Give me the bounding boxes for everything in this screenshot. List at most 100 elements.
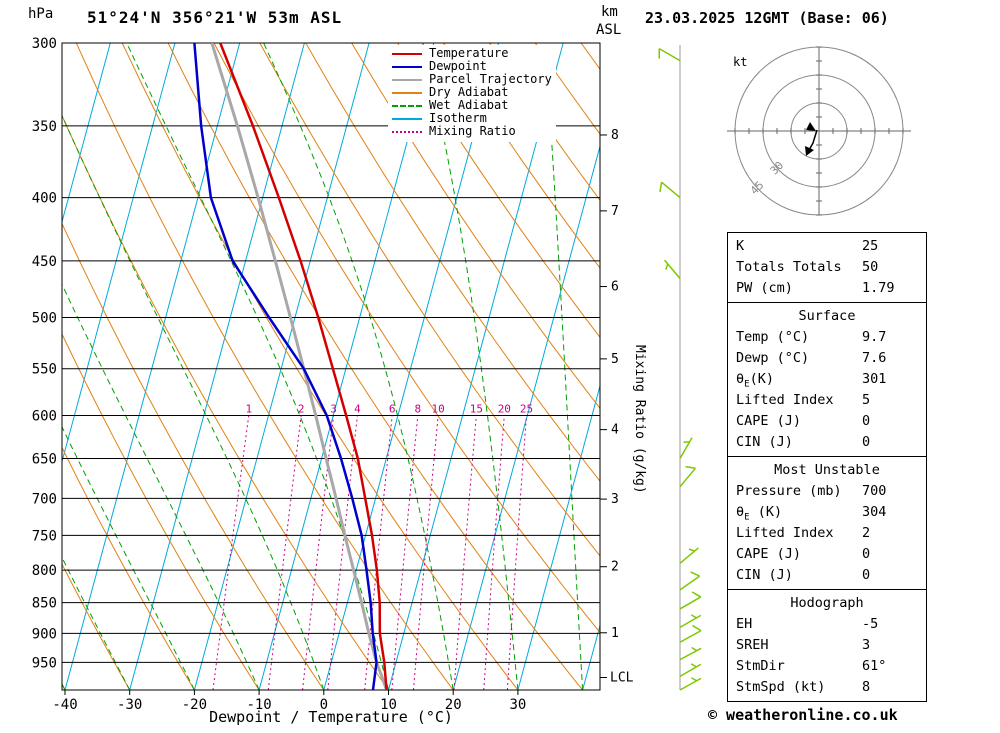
altitude-axis-unit-km: km <box>601 4 618 20</box>
svg-text:950: 950 <box>32 655 57 671</box>
svg-text:550: 550 <box>32 362 57 378</box>
legend-swatch-temperature <box>392 52 422 55</box>
stat-row: Totals Totals 50 <box>728 257 926 278</box>
svg-text:6: 6 <box>611 280 619 295</box>
svg-text:4: 4 <box>354 402 361 415</box>
stat-value: 3 <box>862 637 871 653</box>
stats-box-header: Hodograph <box>790 595 864 611</box>
stat-value: 301 <box>862 371 887 387</box>
pressure-axis-unit: hPa <box>28 6 54 22</box>
stat-row: θE(K) 301 <box>728 369 926 390</box>
isotherm-lines <box>62 43 600 690</box>
stats-box: K 25 Totals Totals 50 PW (cm) 1.79 <box>727 232 927 303</box>
stat-row: Dewp (°C) 7.6 <box>728 348 926 369</box>
stat-value: 61° <box>862 658 887 674</box>
hodograph-unit-label: kt <box>733 55 747 69</box>
mixing-ratio-axis-label: Mixing Ratio (g/kg) <box>632 345 647 494</box>
stat-label: EH <box>736 616 753 632</box>
stat-row: Pressure (mb) 700 <box>728 481 926 502</box>
svg-text:1: 1 <box>245 402 252 415</box>
stat-row: CAPE (J) 0 <box>728 544 926 565</box>
svg-text:10: 10 <box>380 697 397 713</box>
svg-text:400: 400 <box>32 191 57 207</box>
legend-label: Mixing Ratio <box>429 124 516 138</box>
legend-swatch-isotherm <box>392 117 422 120</box>
legend-label: Isotherm <box>429 111 487 125</box>
stat-label: Totals Totals <box>736 259 842 275</box>
sounding-profiles <box>193 43 388 690</box>
legend-swatch-parcel-trajectory <box>392 78 422 81</box>
stats-box-surface: Surface Temp (°C) 9.7 Dewp (°C) 7.6 θE(K) 301 L… <box>727 302 927 457</box>
wind-barb-column <box>658 45 702 691</box>
stat-value: 0 <box>862 567 871 583</box>
svg-text:-20: -20 <box>182 697 207 713</box>
stat-value: 9.7 <box>862 329 887 345</box>
stat-label: Dewp (°C) <box>736 350 810 366</box>
svg-text:700: 700 <box>32 491 57 507</box>
stat-value: 5 <box>862 392 871 408</box>
stat-value: 50 <box>862 259 879 275</box>
stat-value: 0 <box>862 434 871 450</box>
stat-row: θE (K) 304 <box>728 502 926 523</box>
legend-label: Parcel Trajectory <box>429 72 552 86</box>
legend-swatch-dry-adiabat <box>392 91 422 94</box>
mixing-ratio-lines <box>212 415 527 690</box>
svg-text:3: 3 <box>611 492 619 507</box>
stat-label: CAPE (J) <box>736 413 802 429</box>
pressure-tick-labels: 300 350 400 450 500 550 600 650 700 750 800 850 900 9… <box>32 36 57 671</box>
svg-text:5: 5 <box>611 352 619 367</box>
legend: Temperature Dewpoint Parcel Trajectory Dry … <box>388 45 556 142</box>
legend-item: Temperature <box>392 47 552 60</box>
station-title: 51°24'N 356°21'W 53m ASL <box>87 8 343 27</box>
svg-text:750: 750 <box>32 528 57 544</box>
lcl-label: LCL <box>610 670 634 685</box>
stat-row: StmDir 61° <box>728 656 926 677</box>
legend-item: Wet Adiabat <box>392 99 552 112</box>
stat-row: Lifted Index 5 <box>728 390 926 411</box>
svg-text:30: 30 <box>509 697 526 713</box>
stat-label: StmSpd (kt) <box>736 679 826 695</box>
svg-text:10: 10 <box>432 402 445 415</box>
stats-panel: K 25 Totals Totals 50 PW (cm) 1.79 Surface Temp… <box>727 232 927 702</box>
legend-label: Dry Adiabat <box>429 85 509 99</box>
stat-value: 1.79 <box>862 280 895 296</box>
svg-text:350: 350 <box>32 119 57 135</box>
legend-label: Wet Adiabat <box>429 98 509 112</box>
svg-text:15: 15 <box>470 402 483 415</box>
stat-label: θE (K) <box>736 504 783 523</box>
stat-label: CIN (J) <box>736 434 793 450</box>
legend-label: Temperature <box>429 46 509 60</box>
legend-swatch-mixing-ratio <box>392 130 422 133</box>
svg-text:7: 7 <box>611 204 619 219</box>
svg-text:-10: -10 <box>246 697 271 713</box>
stat-row: CAPE (J) 0 <box>728 411 926 432</box>
stat-label: Lifted Index <box>736 392 834 408</box>
stat-row: K 25 <box>728 236 926 257</box>
stat-value: 2 <box>862 525 871 541</box>
svg-text:20: 20 <box>498 402 511 415</box>
stat-value: 7.6 <box>862 350 887 366</box>
svg-text:-40: -40 <box>52 697 77 713</box>
legend-item: Isotherm <box>392 112 552 125</box>
stat-label: PW (cm) <box>736 280 793 296</box>
svg-text:650: 650 <box>32 452 57 468</box>
stat-label: θE(K) <box>736 371 774 390</box>
stat-row: CIN (J) 0 <box>728 432 926 453</box>
stat-row: CIN (J) 0 <box>728 565 926 586</box>
svg-text:20: 20 <box>445 697 462 713</box>
profile-parcel-trajectory <box>210 43 388 690</box>
stat-label: StmDir <box>736 658 785 674</box>
stat-value: -5 <box>862 616 879 632</box>
svg-text:-30: -30 <box>117 697 142 713</box>
legend-item: Dry Adiabat <box>392 86 552 99</box>
svg-text:1: 1 <box>611 626 619 641</box>
stat-value: 304 <box>862 504 887 520</box>
svg-text:600: 600 <box>32 408 57 424</box>
svg-text:2: 2 <box>611 560 619 575</box>
svg-text:4: 4 <box>611 423 619 438</box>
stat-label: Temp (°C) <box>736 329 810 345</box>
mixing-ratio-labels: 1 2 3 4 6 8 10 15 20 25 <box>245 402 533 415</box>
